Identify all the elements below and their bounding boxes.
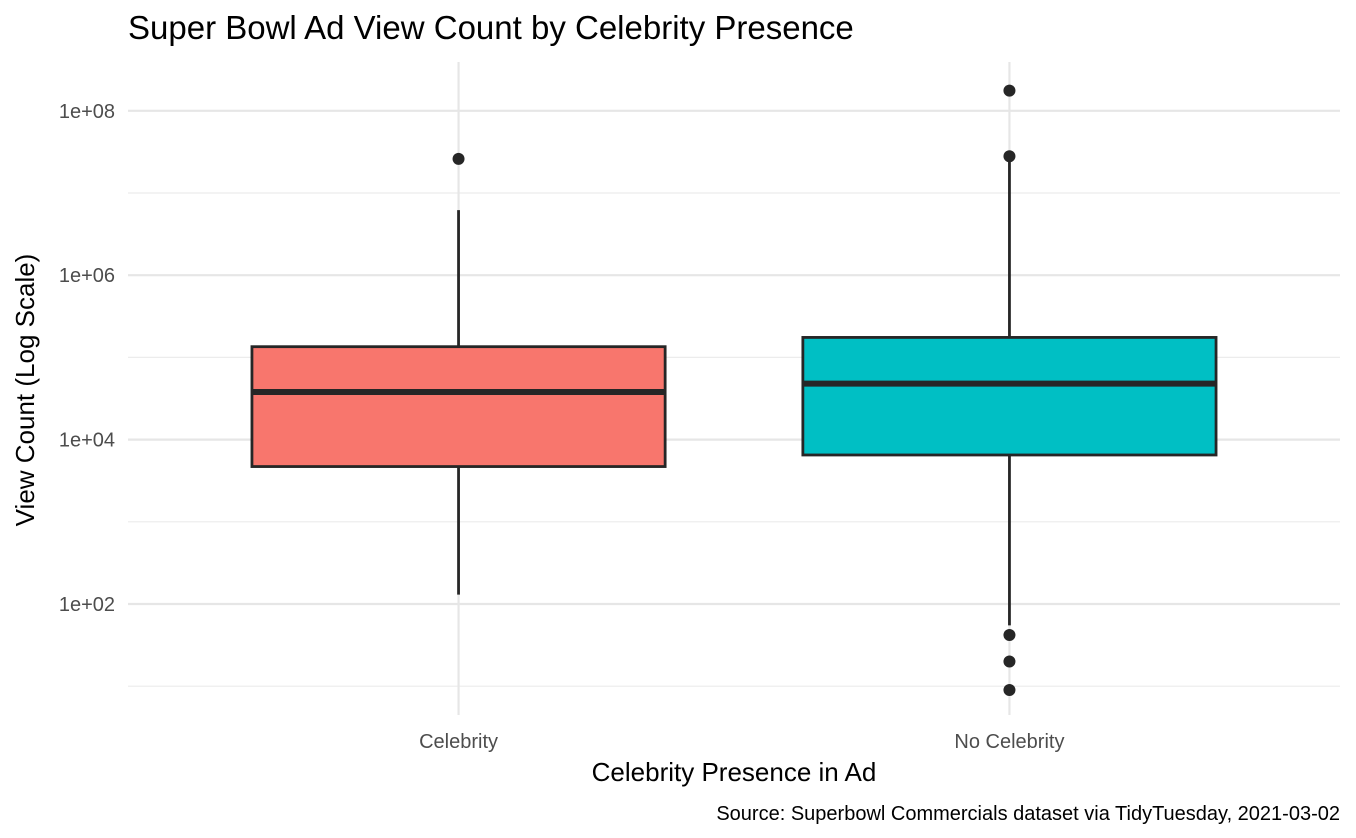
x-axis-ticks: Celebrity No Celebrity [419,731,1064,753]
x-axis-title: Celebrity Presence in Ad [592,757,877,787]
y-tick-label: 1e+04 [59,430,115,452]
iqr-box [801,336,1218,457]
box-group [801,84,1218,696]
y-tick-label: 1e+06 [59,265,115,287]
y-tick-label: 1e+02 [59,594,115,616]
boxplots [250,84,1218,696]
outlier-point [1003,628,1016,641]
box-group [250,152,667,595]
outlier-point [1003,683,1016,696]
y-axis-ticks: 1e+02 1e+04 1e+06 1e+08 [59,101,115,616]
y-tick-label: 1e+08 [59,101,115,123]
outlier-point [1003,150,1016,163]
x-tick-label: No Celebrity [954,731,1064,753]
chart-caption: Source: Superbowl Commercials dataset vi… [716,803,1340,825]
outlier-point [1003,655,1016,668]
x-tick-label: Celebrity [419,731,498,753]
chart-title: Super Bowl Ad View Count by Celebrity Pr… [128,9,854,46]
iqr-box [250,345,667,468]
outlier-point [452,152,465,165]
outlier-point [1003,84,1016,97]
y-axis-title: View Count (Log Scale) [10,254,40,527]
